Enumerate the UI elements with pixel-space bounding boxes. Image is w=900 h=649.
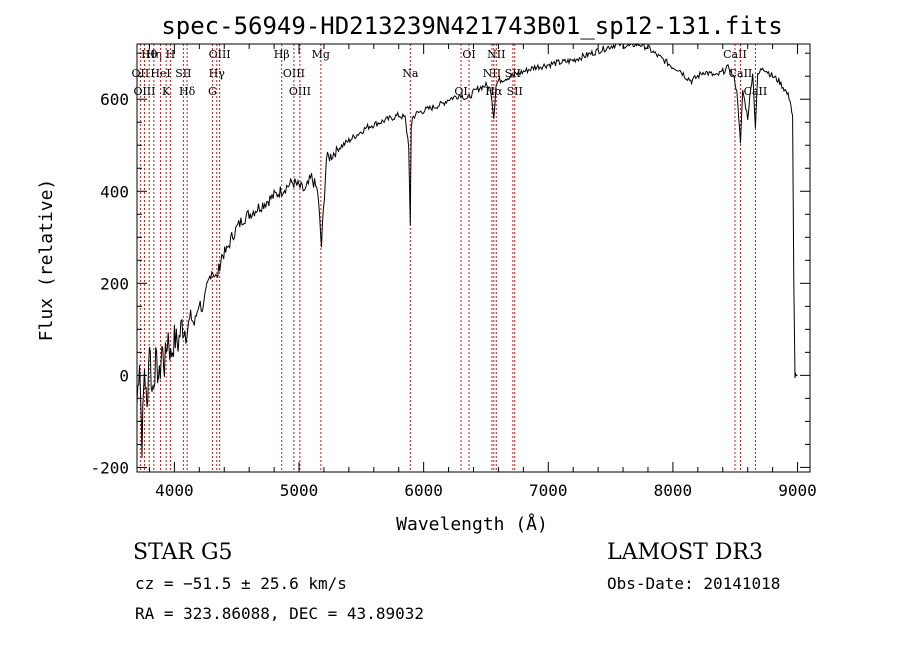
line-marker-label-17: OI bbox=[454, 85, 467, 98]
line-marker-label-4: HeI bbox=[150, 67, 170, 80]
line-marker-label-3: Hη bbox=[146, 48, 162, 61]
y-tick-label-200: 200 bbox=[100, 274, 129, 293]
line-marker-label-26: CaII bbox=[744, 85, 768, 98]
line-marker-label-15: Mg bbox=[312, 48, 330, 61]
line-marker-label-19: NII bbox=[483, 67, 501, 80]
x-tick-label-9000: 9000 bbox=[778, 481, 817, 500]
y-tick-label-400: 400 bbox=[100, 182, 129, 201]
y-tick-label-600: 600 bbox=[100, 90, 129, 109]
line-marker-label-16: Na bbox=[402, 67, 419, 80]
line-marker-label-12: Hβ bbox=[274, 48, 290, 61]
y-tick-label-0: 0 bbox=[119, 366, 129, 385]
line-marker-label-14: OIII bbox=[289, 85, 311, 98]
object-class: STAR G5 bbox=[133, 540, 233, 565]
plot-frame bbox=[136, 43, 811, 473]
line-marker-label-7: SII bbox=[175, 67, 191, 80]
x-tick-label-4000: 4000 bbox=[155, 481, 194, 500]
line-marker-label-9: OIII bbox=[209, 48, 231, 61]
line-marker-label-10: Hγ bbox=[209, 67, 226, 80]
y-axis-label: Flux (relative) bbox=[36, 179, 57, 342]
x-axis-label: Wavelength (Å) bbox=[396, 513, 548, 535]
series-layer bbox=[136, 42, 798, 459]
line-marker-label-6: H bbox=[166, 48, 176, 61]
line-marker-label-8: Hδ bbox=[179, 85, 196, 98]
line-marker-label-13: OIII bbox=[283, 67, 305, 80]
x-tick-label-7000: 7000 bbox=[529, 481, 568, 500]
survey-name: LAMOST DR3 bbox=[607, 540, 763, 565]
line-marker-label-11: G bbox=[208, 85, 217, 98]
x-tick-label-6000: 6000 bbox=[404, 481, 443, 500]
axes: 4000 5000 6000 7000 8000 9000 -200 0 200 400 600 bbox=[90, 43, 817, 500]
observation-date: Obs-Date: 20141018 bbox=[607, 574, 781, 593]
redshift-readout: cz = −51.5 ± 25.6 km/s bbox=[135, 574, 347, 593]
y-tick-label--200: -200 bbox=[90, 458, 129, 477]
line-marker-label-23: SII bbox=[507, 85, 523, 98]
coordinates-readout: RA = 323.86088, DEC = 43.89032 bbox=[135, 604, 424, 623]
line-marker-label-24: CaII bbox=[723, 48, 747, 61]
x-tick-label-5000: 5000 bbox=[280, 481, 319, 500]
x-tick-label-8000: 8000 bbox=[654, 481, 693, 500]
line-marker-label-21: NII bbox=[487, 48, 505, 61]
line-marker-layer: HθOIIOIIIHηHeIKHSIIHδOIIIHγGHβOIIIOIIIMg… bbox=[132, 44, 768, 472]
line-marker-label-20: Hα bbox=[485, 85, 503, 98]
line-marker-label-22: SII bbox=[505, 67, 521, 80]
series-line-flux bbox=[136, 42, 798, 459]
chart-title: spec-56949-HD213239N421743B01_sp12-131.f… bbox=[161, 12, 782, 40]
line-marker-label-5: K bbox=[162, 85, 171, 98]
line-marker-label-18: OI bbox=[462, 48, 475, 61]
line-marker-label-1: OII bbox=[132, 67, 150, 80]
line-marker-label-2: OIII bbox=[133, 85, 155, 98]
